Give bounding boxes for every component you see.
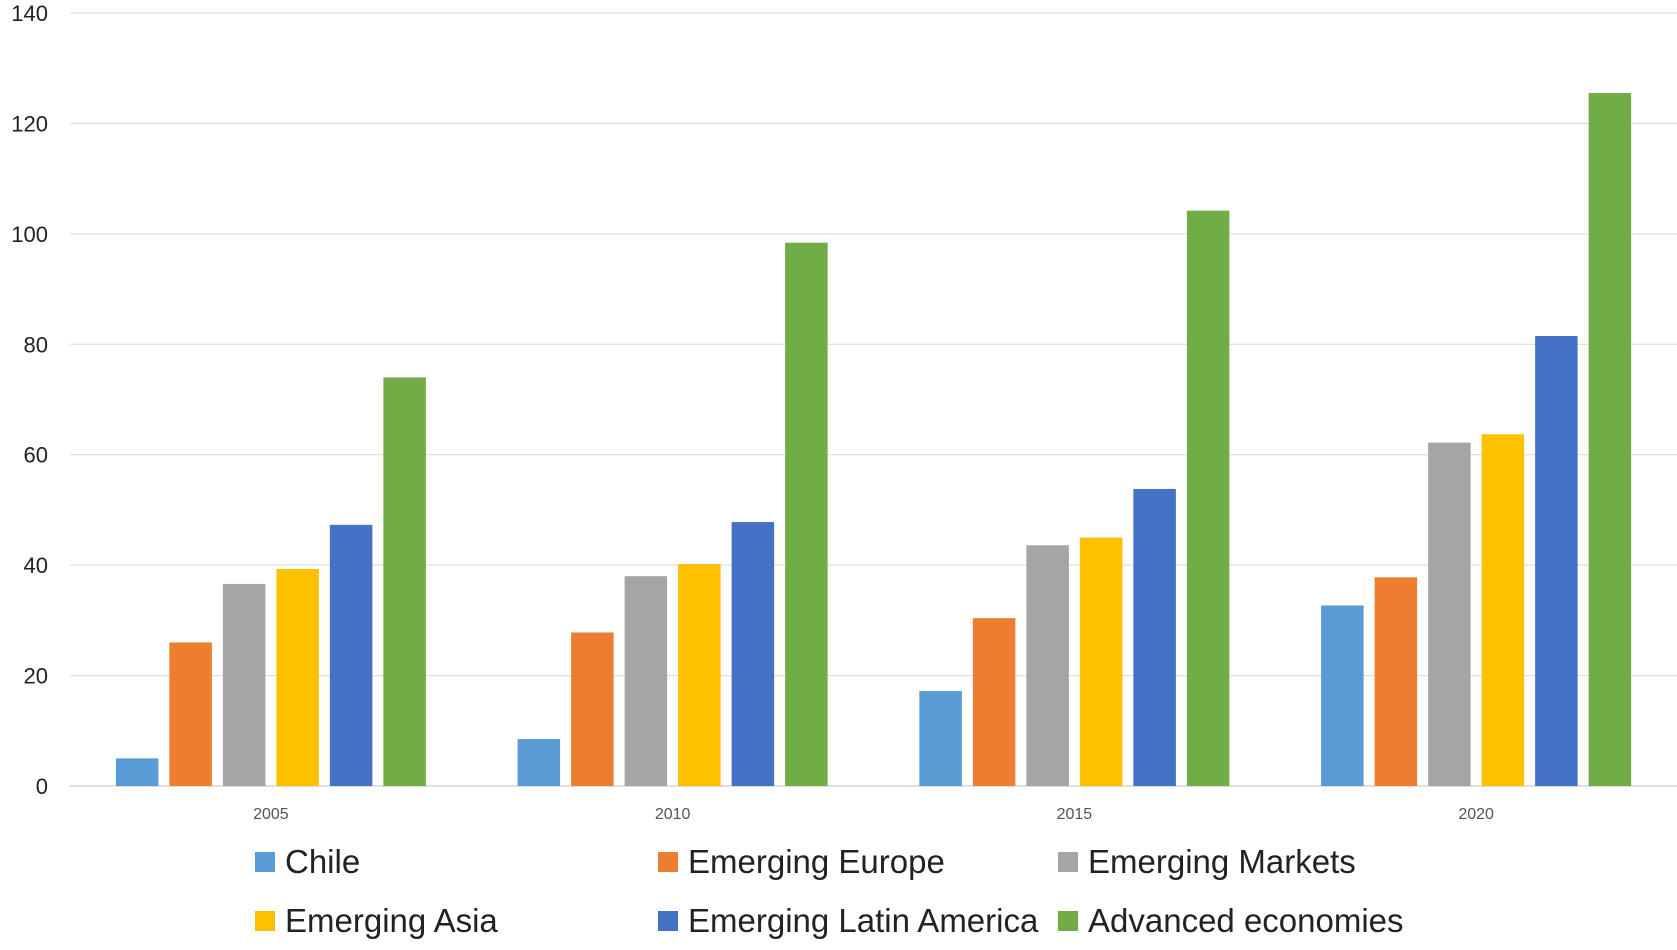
bar-emerging-markets-2010 <box>624 576 668 786</box>
bar-emerging-europe-2005 <box>169 642 212 786</box>
y-tick-label: 80 <box>24 332 48 357</box>
x-tick-label: 2010 <box>655 806 691 823</box>
bar-chart: 0 20 40 60 80 100 120 140 2005 2010 2015 2020 <box>11 1 1677 823</box>
legend-label: Advanced economies <box>1088 902 1404 939</box>
y-tick-label: 20 <box>24 664 48 689</box>
bar-emerging-latin-america-2020 <box>1535 336 1578 786</box>
bar-emerging-asia-2020 <box>1481 434 1525 786</box>
bar-emerging-europe-2015 <box>972 618 1016 786</box>
legend-label: Emerging Markets <box>1088 843 1356 880</box>
x-tick-label: 2015 <box>1057 806 1093 823</box>
legend-item: Emerging Markets <box>1058 842 1356 882</box>
bar-emerging-asia-2010 <box>678 564 721 786</box>
legend-swatch <box>658 911 678 931</box>
bar-emerging-asia-2015 <box>1079 537 1123 786</box>
bar-emerging-latin-america-2010 <box>731 522 775 786</box>
bar-chile-2015 <box>919 691 962 786</box>
bar-advanced-economies-2015 <box>1186 210 1230 787</box>
legend: Chile Emerging Europe Emerging Markets Emer… <box>255 842 1455 950</box>
legend-swatch <box>1058 911 1078 931</box>
legend-label: Emerging Europe <box>688 843 945 880</box>
bar-emerging-asia-2005 <box>276 569 319 786</box>
y-tick-label: 60 <box>24 443 48 468</box>
bar-chile-2005 <box>115 758 159 786</box>
legend-item: Emerging Latin America <box>658 901 1038 941</box>
bar-emerging-europe-2010 <box>571 632 614 786</box>
legend-swatch <box>255 852 275 872</box>
y-tick-label: 100 <box>11 222 48 247</box>
y-tick-label: 120 <box>11 111 48 136</box>
legend-label: Emerging Asia <box>285 902 498 939</box>
bar-emerging-markets-2005 <box>222 583 266 786</box>
y-axis-tick-labels: 0 20 40 60 80 100 120 140 <box>11 1 48 799</box>
bar-emerging-europe-2020 <box>1374 577 1418 786</box>
legend-label: Chile <box>285 843 361 880</box>
bar-emerging-latin-america-2015 <box>1133 488 1176 786</box>
legend-swatch <box>658 852 678 872</box>
bar-advanced-economies-2010 <box>785 242 828 787</box>
y-tick-label: 140 <box>11 1 48 26</box>
bar-chile-2020 <box>1321 605 1364 786</box>
legend-item: Emerging Asia <box>255 901 498 941</box>
y-tick-label: 0 <box>36 774 48 799</box>
x-tick-label: 2005 <box>253 806 289 823</box>
legend-swatch <box>255 911 275 931</box>
bar-emerging-markets-2020 <box>1428 442 1471 786</box>
bar-advanced-economies-2020 <box>1588 93 1632 786</box>
legend-swatch <box>1058 852 1078 872</box>
legend-item: Emerging Europe <box>658 842 945 882</box>
x-axis-tick-labels: 2005 2010 2015 2020 <box>253 806 1494 823</box>
bar-emerging-latin-america-2005 <box>329 524 373 786</box>
bar-advanced-economies-2005 <box>383 377 426 786</box>
bars <box>115 93 1632 787</box>
x-tick-label: 2020 <box>1458 806 1494 823</box>
legend-label: Emerging Latin America <box>688 902 1039 939</box>
legend-item: Chile <box>255 842 360 882</box>
legend-item: Advanced economies <box>1058 901 1404 941</box>
bar-chile-2010 <box>517 739 561 786</box>
y-tick-label: 40 <box>24 553 48 578</box>
bar-emerging-markets-2015 <box>1026 545 1069 786</box>
